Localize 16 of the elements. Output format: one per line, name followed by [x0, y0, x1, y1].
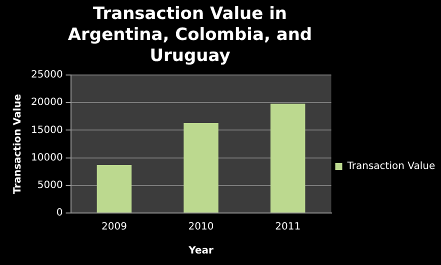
- y-axis-title: Transaction Value: [12, 94, 24, 194]
- y-tick-label: 5000: [37, 180, 63, 191]
- bar: [96, 164, 132, 212]
- chart-title: Transaction Value in Argentina, Colombia, and Uruguay: [66, 3, 314, 66]
- legend-label: Transaction Value: [346, 161, 436, 172]
- x-tick-label: 2011: [275, 222, 301, 233]
- y-tick-label: 25000: [31, 70, 63, 81]
- x-tick-label: 2010: [188, 222, 214, 233]
- y-tick-label: 15000: [31, 124, 63, 136]
- x-tick-label: 2009: [101, 222, 127, 233]
- bar: [270, 104, 306, 212]
- y-tick-label: 20000: [31, 97, 63, 108]
- bar: [184, 123, 218, 212]
- x-axis-title: Year: [188, 246, 214, 257]
- y-tick-label: 10000: [31, 152, 63, 164]
- y-tick-label: 0: [56, 208, 63, 219]
